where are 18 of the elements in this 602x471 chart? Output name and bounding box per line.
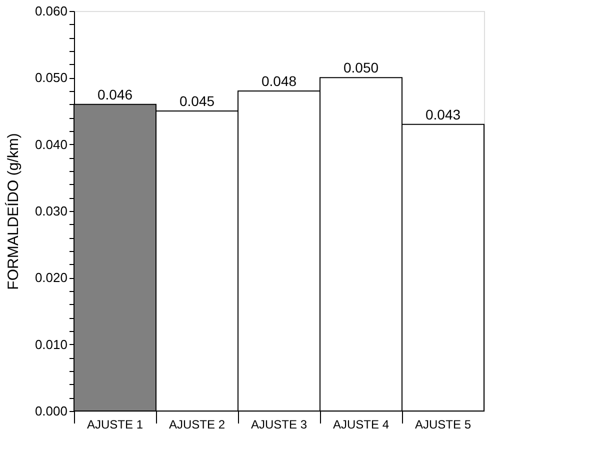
x-tick-label: AJUSTE 3 — [250, 418, 308, 432]
data-label: 0.048 — [261, 73, 297, 89]
y-tick-label: 0.020 — [34, 270, 68, 286]
y-tick-label: 0.030 — [34, 204, 68, 218]
y-tick-label: 0.010 — [34, 336, 68, 352]
x-tick-label: AJUSTE 4 — [332, 418, 390, 432]
y-tick-label: 0.040 — [34, 136, 68, 152]
y-axis-title: FORMALDEÍDO (g/km) — [4, 133, 22, 290]
x-tick-label: AJUSTE 5 — [414, 418, 472, 432]
data-label: 0.043 — [425, 106, 461, 122]
data-label: 0.045 — [179, 93, 215, 109]
y-tick-label: 0.050 — [34, 70, 68, 86]
x-tick-label: AJUSTE 2 — [168, 418, 226, 432]
data-label: 0.046 — [97, 86, 133, 102]
data-label: 0.050 — [343, 60, 379, 76]
y-tick-label: 0.060 — [34, 4, 68, 18]
y-tick-label: 0.000 — [34, 404, 68, 418]
x-tick-label: AJUSTE 1 — [86, 418, 144, 432]
